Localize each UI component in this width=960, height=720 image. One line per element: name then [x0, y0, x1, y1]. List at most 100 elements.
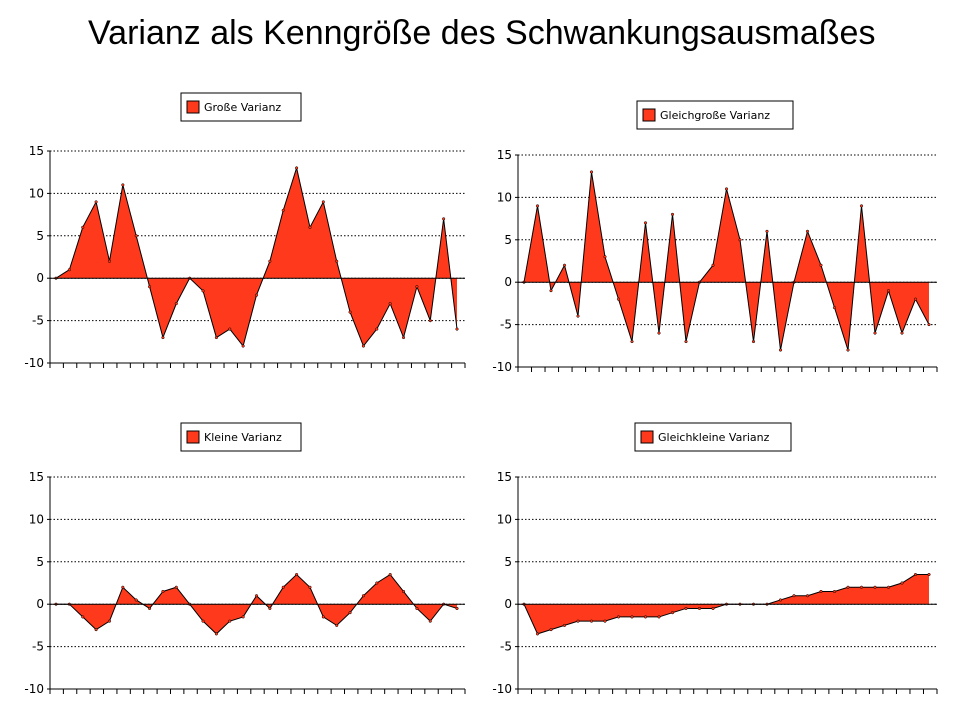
y-tick-label: 10: [29, 512, 44, 526]
y-tick-label: 15: [29, 470, 44, 484]
data-point: [121, 585, 125, 589]
data-point: [107, 619, 112, 623]
data-point: [94, 200, 98, 204]
data-point: [724, 187, 729, 191]
y-tick-label: -5: [500, 318, 512, 332]
data-point: [603, 619, 607, 623]
legend-label: Kleine Varianz: [204, 431, 282, 444]
legend-swatch: [186, 100, 200, 114]
data-point: [214, 336, 218, 340]
data-point: [778, 598, 783, 602]
data-point: [254, 293, 259, 297]
data-point: [643, 221, 648, 225]
data-point: [603, 255, 607, 259]
data-point: [281, 208, 285, 212]
data-point: [335, 259, 339, 263]
data-point: [805, 594, 810, 598]
data-point: [428, 319, 432, 323]
y-tick-label: -10: [24, 356, 44, 370]
y-tick-label: -10: [24, 682, 44, 696]
data-point: [335, 623, 339, 627]
legend-swatch: [186, 430, 200, 444]
data-point: [684, 340, 688, 344]
data-point: [268, 606, 272, 610]
data-point: [616, 615, 621, 619]
data-point: [684, 606, 688, 610]
data-point: [228, 327, 232, 331]
data-point: [348, 611, 352, 615]
legend-box: [636, 100, 794, 130]
legend: Gleichkleine Varianz: [634, 422, 792, 452]
data-point: [442, 217, 446, 221]
data-point: [643, 615, 648, 619]
data-point: [913, 297, 918, 301]
chart-2: 15 10 5 0 -5 -10 Gleichgroße Varianz: [492, 100, 938, 374]
data-point: [562, 623, 567, 627]
data-point: [792, 594, 796, 598]
data-point: [562, 263, 567, 267]
data-point: [241, 344, 245, 348]
legend-label: Große Varianz: [204, 101, 281, 114]
series-area: [524, 171, 929, 351]
data-point: [214, 632, 218, 636]
chart-1: 15 10 5 0 -5 -10 Große Varianz: [24, 92, 466, 370]
data-point: [67, 268, 71, 272]
data-point: [401, 589, 406, 594]
legend-box: [180, 422, 302, 452]
data-point: [900, 581, 904, 585]
data-point: [375, 581, 379, 585]
data-point: [241, 615, 245, 619]
data-point: [670, 611, 675, 615]
data-point: [873, 331, 877, 335]
legend-box: [180, 92, 302, 122]
data-point: [670, 212, 675, 216]
data-point: [254, 594, 259, 598]
data-point: [711, 606, 715, 610]
legend: Große Varianz: [180, 92, 302, 122]
y-tick-label: -5: [500, 640, 512, 654]
legend: Gleichgroße Varianz: [636, 100, 794, 130]
data-point: [81, 225, 85, 229]
y-tick-label: -10: [492, 682, 512, 696]
data-point: [738, 238, 742, 242]
y-tick-label: -10: [492, 360, 512, 374]
data-point: [576, 314, 580, 318]
data-point: [415, 606, 419, 610]
data-point: [630, 340, 634, 344]
data-point: [765, 229, 769, 233]
data-point: [321, 615, 325, 619]
data-point: [859, 585, 864, 589]
data-point: [819, 589, 823, 594]
data-point: [388, 302, 392, 306]
data-point: [657, 615, 661, 619]
y-tick-label: 10: [497, 190, 512, 204]
data-point: [161, 336, 165, 340]
data-point: [295, 572, 299, 577]
data-point: [134, 234, 138, 238]
data-point: [94, 628, 98, 632]
data-point: [873, 585, 877, 589]
data-point: [657, 331, 661, 335]
legend-label: Gleichkleine Varianz: [658, 431, 770, 444]
data-point: [455, 606, 459, 610]
y-tick-label: -5: [32, 314, 44, 328]
data-point: [805, 229, 810, 233]
data-point: [428, 619, 432, 623]
data-point: [388, 572, 392, 577]
data-point: [549, 289, 553, 293]
data-point: [576, 619, 580, 623]
data-point: [549, 628, 553, 632]
data-point: [778, 348, 783, 352]
y-tick-label: 10: [497, 512, 512, 526]
chart-4: 15 10 5 0 -5 -10 Gleichkleine Varianz: [492, 422, 938, 696]
data-point: [886, 585, 891, 589]
data-point: [308, 585, 312, 589]
y-tick-label: 0: [504, 275, 512, 289]
data-point: [630, 615, 634, 619]
y-tick-label: 5: [36, 555, 44, 569]
data-point: [415, 285, 419, 289]
y-tick-label: 5: [504, 233, 512, 247]
legend-swatch: [642, 108, 656, 122]
data-point: [751, 340, 756, 344]
y-tick-label: 0: [504, 597, 512, 611]
